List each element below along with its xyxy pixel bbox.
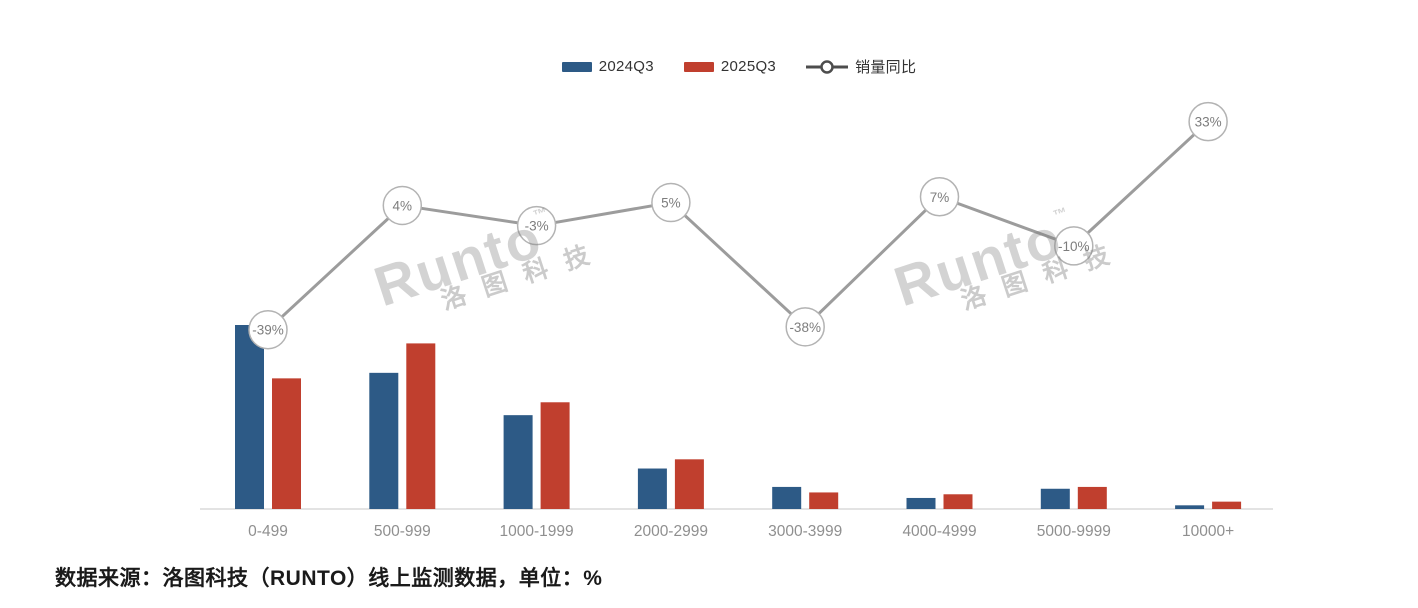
combo-chart: 0-499 500-999 1000-1999 2000-2999 3000-3999 4… [200,101,1273,540]
line-marker-500-999 [382,185,423,226]
line-marker-1000-1999 [516,205,557,246]
x-axis-label-4000-4999: 4000-4999 [902,523,976,540]
x-axis-label-10000+: 10000+ [1182,523,1234,540]
bar-2024q3-1000-1999 [503,415,533,509]
bar-2024q3-2000-2999 [637,468,667,509]
legend-label-yoy: 销量同比 [855,59,917,76]
legend-label-2024q3: 2024Q3 [598,58,654,75]
bar-2025q3-4000-4999 [943,494,973,509]
line-label-5000-9999: -10% [1058,239,1090,254]
bar-2024q3-10000+ [1175,505,1205,509]
legend-swatch-2025q3-icon [683,61,714,72]
legend-item-2025q3: 2025Q3 [683,58,777,75]
source-note: 数据来源：洛图科技（RUNTO）线上监测数据，单位：% [55,567,603,590]
line-label-500-999: 4% [393,198,413,213]
bar-2024q3-0-499 [235,325,264,509]
bar-2025q3-500-999 [406,343,436,509]
line-marker-0-499 [248,309,288,350]
line-marker-3000-3999 [785,307,825,347]
line-marker-4000-4999 [919,177,960,217]
bar-2025q3-10000+ [1212,501,1242,509]
line-marker-10000+ [1188,101,1228,142]
x-axis-label-5000-9999: 5000-9999 [1037,523,1111,540]
line-label-4000-4999: 7% [930,190,950,205]
bar-2025q3-2000-2999 [674,459,704,509]
line-marker-2000-2999 [651,182,691,223]
yoy-line [266,120,1210,332]
x-axis-label-3000-3999: 3000-3999 [768,523,842,540]
legend-item-2024q3: 2024Q3 [561,58,654,75]
line-marker-5000-9999 [1054,226,1094,266]
x-axis-label-1000-1999: 1000-1999 [500,523,574,540]
chart-legend: 2024Q3 2025Q3 销量同比 [30,56,1418,77]
bar-2025q3-1000-1999 [540,402,570,509]
x-axis-label-2000-2999: 2000-2999 [634,523,708,540]
legend-label-2025q3: 2025Q3 [720,58,777,75]
legend-item-yoy: 销量同比 [806,56,916,77]
bar-2025q3-5000-9999 [1077,486,1107,509]
bar-2024q3-4000-4999 [906,497,936,509]
line-label-3000-3999: -38% [789,320,821,335]
bar-2024q3-5000-9999 [1040,488,1070,509]
x-axis-label-500-999: 500-999 [374,523,431,540]
legend-line-circle-icon [806,59,849,74]
x-axis-label-0-499: 0-499 [248,523,288,540]
line-label-0-499: -39% [252,323,284,338]
line-label-10000+: 33% [1195,115,1222,130]
line-label-1000-1999: -3% [525,219,549,234]
bar-2025q3-0-499 [272,378,301,509]
legend-swatch-2024q3-icon [561,61,592,72]
bar-2024q3-500-999 [369,372,399,509]
bar-2024q3-3000-3999 [772,486,802,509]
line-label-2000-2999: 5% [661,196,681,211]
bar-2025q3-3000-3999 [809,492,839,509]
